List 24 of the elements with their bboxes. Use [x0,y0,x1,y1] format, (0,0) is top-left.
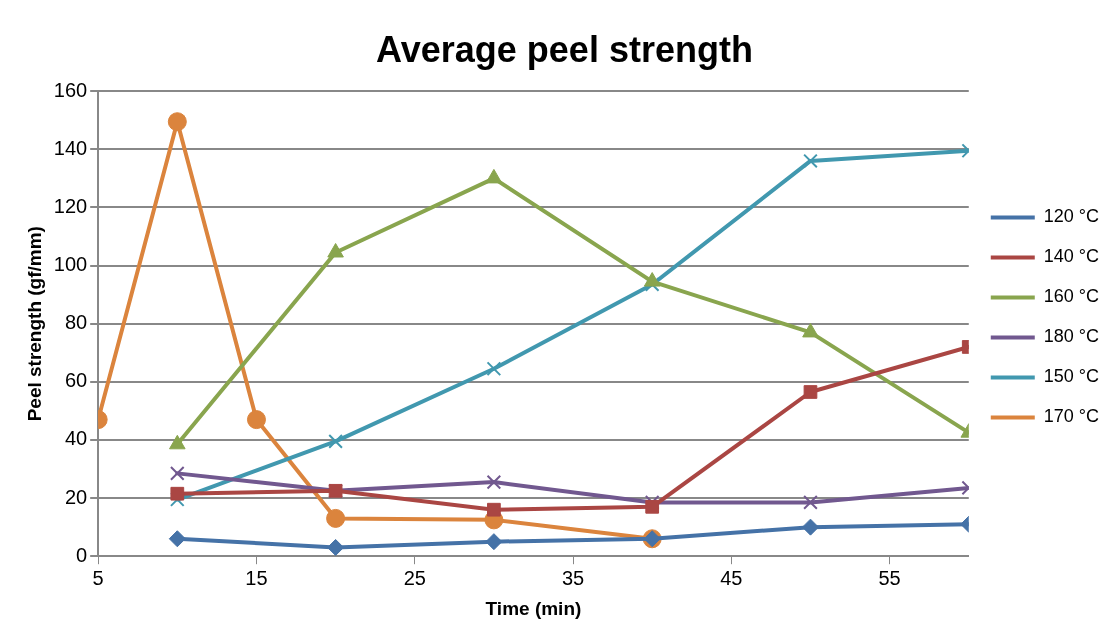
legend-label: 140 °C [1043,246,1099,267]
y-axis-title: Peel strength (gf/mm) [23,226,45,422]
legend-label: 150 °C [1043,366,1099,387]
y-tick-label: 40 [64,427,88,450]
y-tick-label: 20 [64,485,88,508]
y-tick-label: 0 [76,543,88,566]
y-tick-label: 120 [53,194,88,217]
x-tick-label: 35 [561,566,585,589]
x-axis-title: Time (min) [485,597,582,619]
y-tick-label: 80 [64,311,88,334]
legend-label: 160 °C [1043,286,1099,307]
x-tick-label: 55 [878,566,901,589]
x-tick-label: 45 [720,566,743,589]
y-tick-label: 100 [53,253,88,276]
y-tick-label: 160 [53,78,88,101]
legend-label: 120 °C [1043,206,1099,227]
x-tick-label: 15 [245,566,268,589]
x-tick-label: 5 [92,566,104,589]
legend-label: 170 °C [1043,406,1099,427]
y-tick-label: 60 [64,369,88,392]
legend-label: 180 °C [1043,326,1099,347]
y-tick-label: 140 [53,136,88,159]
chart-title: Average peel strength [376,28,753,70]
x-tick-label: 25 [403,566,426,589]
